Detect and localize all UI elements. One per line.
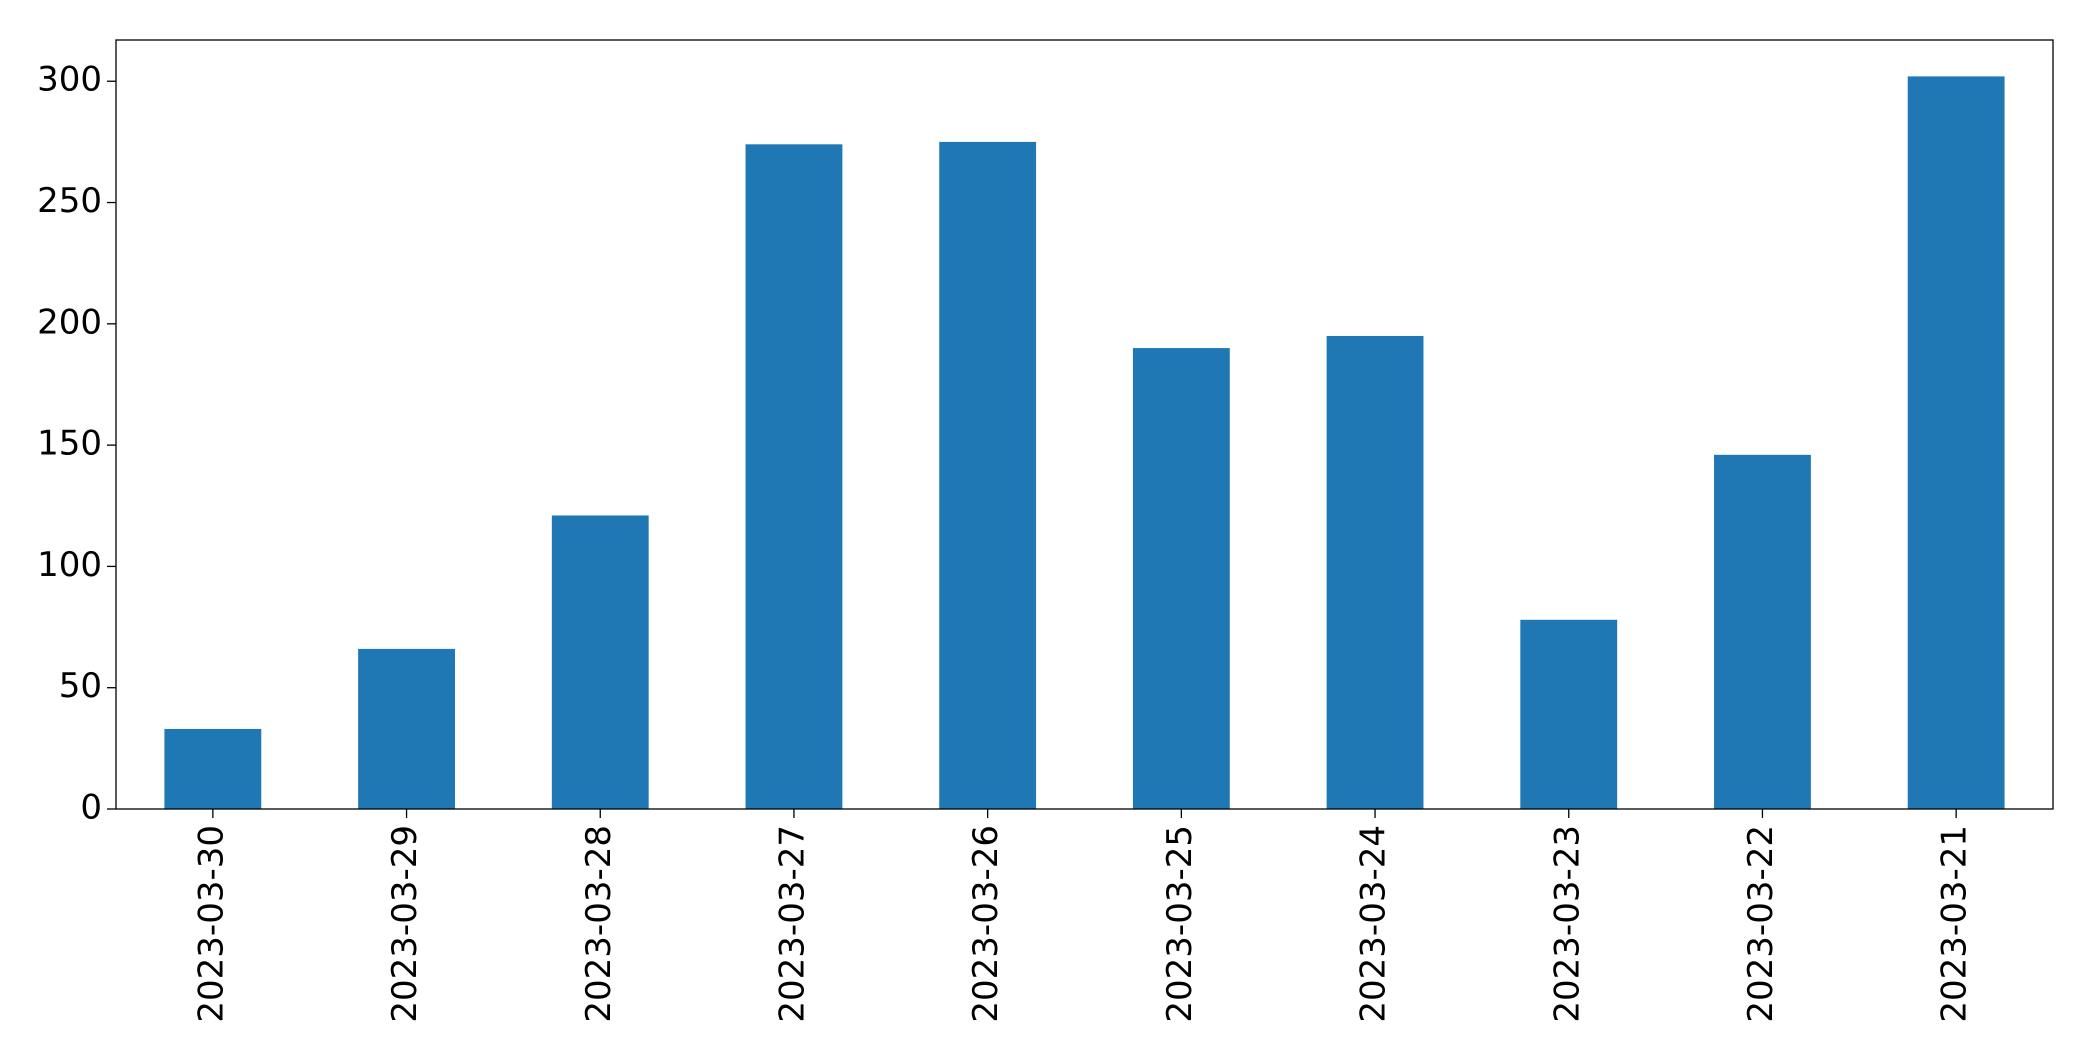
x-tick-label: 2023-03-29 xyxy=(385,825,425,1023)
bar xyxy=(1714,454,1811,809)
y-tick-label: 200 xyxy=(37,302,102,342)
x-tick-label: 2023-03-27 xyxy=(772,825,812,1023)
y-tick-label: 300 xyxy=(37,60,102,100)
bar xyxy=(745,144,843,809)
x-tick-label: 2023-03-22 xyxy=(1741,825,1781,1023)
bar xyxy=(1326,335,1424,809)
x-tick-label: 2023-03-26 xyxy=(966,825,1006,1023)
bar xyxy=(1907,76,2005,810)
y-tick-label: 250 xyxy=(37,181,102,221)
x-tick-label: 2023-03-23 xyxy=(1547,825,1587,1023)
y-tick-label: 0 xyxy=(80,788,102,828)
x-tick-label: 2023-03-25 xyxy=(1160,825,1200,1023)
bar xyxy=(551,515,649,809)
bar xyxy=(1520,619,1618,809)
y-tick-label: 150 xyxy=(37,424,102,464)
x-tick-label: 2023-03-30 xyxy=(191,825,231,1023)
bar xyxy=(1132,348,1230,809)
x-tick-label: 2023-03-24 xyxy=(1354,825,1394,1023)
y-tick-label: 50 xyxy=(59,666,102,706)
bar xyxy=(939,141,1037,810)
x-tick-label: 2023-03-28 xyxy=(579,825,619,1023)
y-tick-label: 100 xyxy=(37,545,102,585)
x-tick-label: 2023-03-21 xyxy=(1935,825,1975,1023)
bar xyxy=(358,648,455,809)
bar xyxy=(164,728,262,809)
plot-frame xyxy=(115,39,2054,810)
